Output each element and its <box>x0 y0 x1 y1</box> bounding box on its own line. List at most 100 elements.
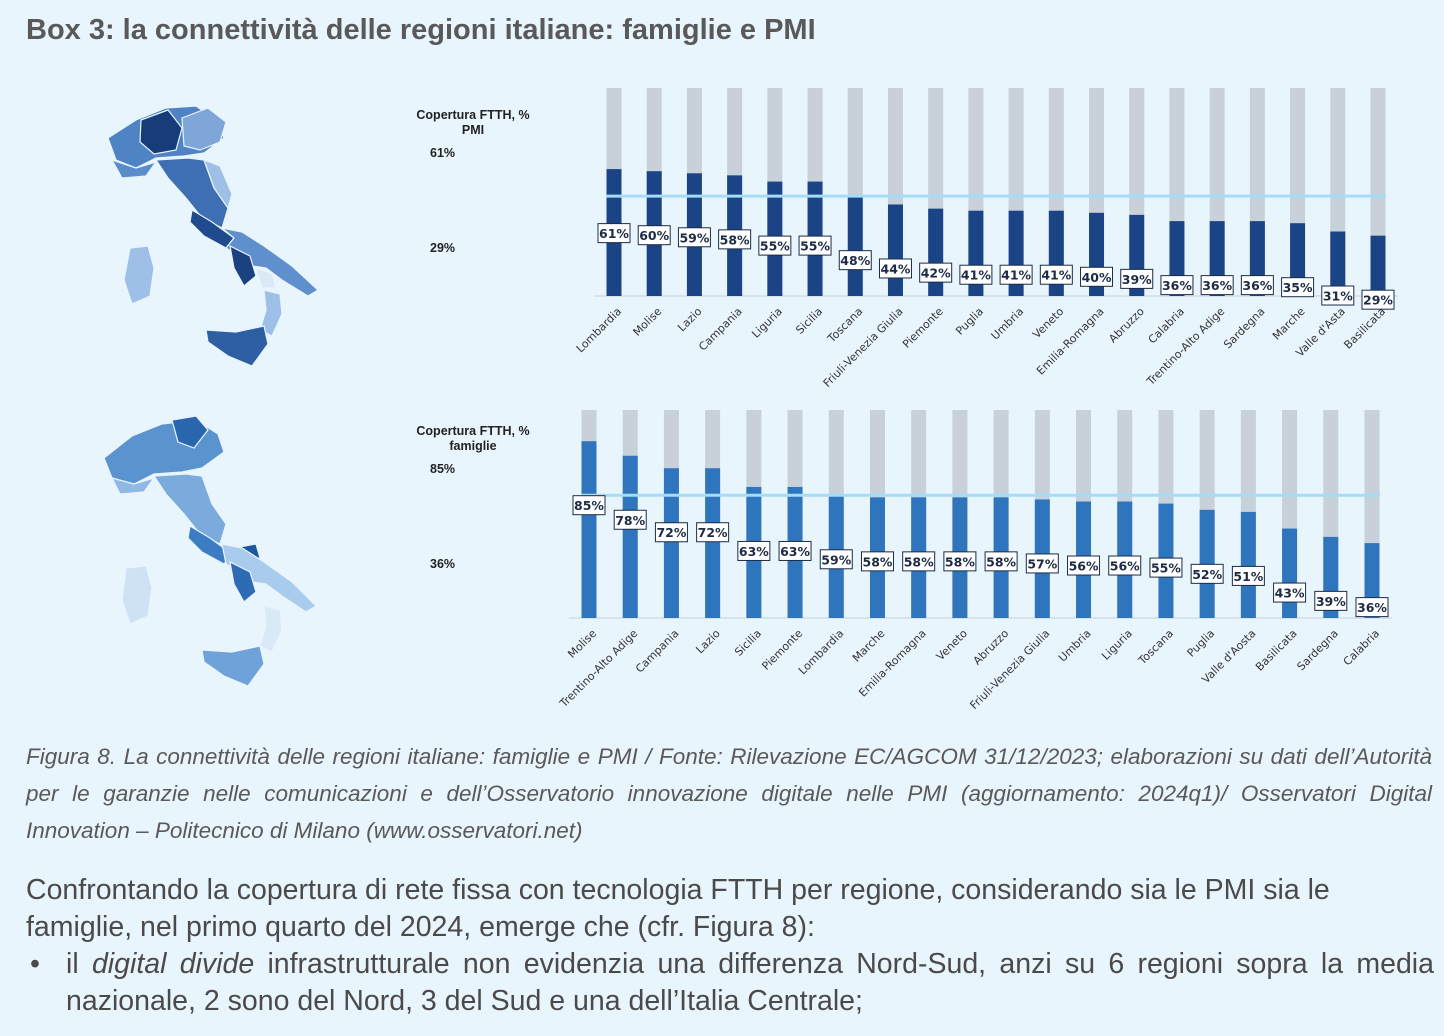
figure-panel: Copertura FTTH, % PMI 61% 29% Copertura … <box>0 70 1444 730</box>
map-region-northeast <box>181 107 227 151</box>
data-label-text: 63% <box>739 544 769 559</box>
data-label: 31% <box>1321 285 1355 306</box>
map-region-lazio <box>187 525 233 565</box>
data-label-text: 29% <box>1363 293 1393 308</box>
bar <box>887 204 903 296</box>
category-label: Puglia <box>953 305 986 338</box>
category-label: Marche <box>850 627 888 665</box>
data-label: 58% <box>902 551 936 572</box>
category-label: Toscana <box>825 305 866 346</box>
data-label: 36% <box>1200 275 1234 296</box>
bullet-emphasis: digital divide <box>91 948 255 980</box>
category-label: Molise <box>565 627 599 661</box>
chart-famiglie: 85% Molise 78% Trentino-Alto Adige 72% Campan… <box>557 410 1392 712</box>
data-label-text: 59% <box>679 230 709 245</box>
data-label-text: 78% <box>615 513 645 528</box>
data-label: 58% <box>718 229 752 250</box>
map-region-sicilia <box>201 645 265 687</box>
data-label-text: 36% <box>1242 278 1272 293</box>
category-label: Abruzzo <box>971 627 1012 668</box>
data-label-text: 56% <box>1110 559 1140 574</box>
category-label: Friuli-Venezia Giulia <box>821 305 906 390</box>
data-label: 85% <box>572 495 606 516</box>
data-label-text: 41% <box>1001 268 1031 283</box>
category-label: Basilicata <box>1253 627 1300 674</box>
legend-max-famiglie: 85% <box>430 462 456 476</box>
data-label-text: 85% <box>574 498 604 513</box>
data-label-text: 57% <box>1027 556 1057 571</box>
data-label-text: 42% <box>921 266 951 281</box>
data-label: 72% <box>654 522 688 543</box>
map-region-marche <box>203 158 233 210</box>
data-label: 56% <box>1108 555 1142 576</box>
figure-caption: Figura 8. La connettività delle regioni … <box>26 744 1432 843</box>
data-label-text: 58% <box>945 554 975 569</box>
map-region-sardegna <box>121 565 153 625</box>
data-label: 43% <box>1273 582 1307 603</box>
data-label-text: 58% <box>863 554 893 569</box>
data-label-text: 40% <box>1082 270 1112 285</box>
data-label: 60% <box>637 225 671 246</box>
data-label: 57% <box>1025 553 1059 574</box>
map-region-calabria <box>259 605 283 653</box>
map-region-center <box>152 473 227 545</box>
data-label-text: 58% <box>904 554 934 569</box>
legend-min-famiglie: 36% <box>430 557 456 571</box>
legend-max-pmi: 61% <box>430 146 456 160</box>
bar <box>1240 511 1256 618</box>
category-label: Trentino-Alto Adige <box>557 627 641 711</box>
bar <box>1282 528 1298 618</box>
data-label: 61% <box>597 223 631 244</box>
category-label: Umbria <box>989 305 1027 343</box>
category-label: Toscana <box>1135 627 1176 668</box>
data-label-text: 72% <box>656 525 686 540</box>
category-label: Friuli-Venezia Giulia <box>967 627 1052 712</box>
chart-pmi: 61% Lombardia 60% Molise 59% Lazio 58% Campania… <box>574 88 1398 390</box>
map-region-sardegna <box>123 245 155 305</box>
body-paragraph: Confrontando la copertura di rete fissa … <box>26 874 1330 943</box>
map-region-campania <box>229 560 257 603</box>
data-label-text: 31% <box>1323 289 1353 304</box>
bar <box>928 208 944 296</box>
map-region-sicilia <box>205 325 269 367</box>
data-label-text: 72% <box>698 525 728 540</box>
data-label: 72% <box>696 522 730 543</box>
data-label: 59% <box>819 549 853 570</box>
legend-min-pmi: 29% <box>430 241 456 255</box>
data-label: 44% <box>878 258 912 279</box>
data-label: 41% <box>959 264 993 285</box>
data-label-text: 39% <box>1122 272 1152 287</box>
data-label-text: 41% <box>1041 268 1071 283</box>
category-label: Piemonte <box>900 305 946 351</box>
data-label: 41% <box>1039 264 1073 285</box>
data-label-text: 43% <box>1275 586 1305 601</box>
data-label: 55% <box>798 235 832 256</box>
category-label: Sardegna <box>1295 627 1341 673</box>
data-label: 55% <box>758 235 792 256</box>
bar <box>847 196 863 296</box>
data-label-text: 36% <box>1357 600 1387 615</box>
bullet-text: il digital divide infrastrutturale non e… <box>66 946 1434 1020</box>
category-label: Sicilia <box>793 305 825 337</box>
data-label-text: 51% <box>1233 569 1263 584</box>
data-label: 78% <box>613 509 647 530</box>
data-label: 51% <box>1231 565 1265 586</box>
bar <box>705 468 721 618</box>
map-italy-famiglie <box>103 415 317 687</box>
category-label: Puglia <box>1185 627 1218 660</box>
data-label: 48% <box>838 250 872 271</box>
data-label-text: 35% <box>1283 280 1313 295</box>
data-label: 58% <box>943 551 977 572</box>
category-label: Calabria <box>1146 305 1187 346</box>
map-region-basilicata <box>255 267 277 289</box>
category-label: Lazio <box>675 305 704 334</box>
data-label-text: 61% <box>599 226 629 241</box>
data-label: 63% <box>737 540 771 561</box>
data-label-text: 36% <box>1162 278 1192 293</box>
map-region-calabria <box>259 289 283 337</box>
map-region-center <box>154 157 229 229</box>
category-label: Veneto <box>934 627 970 663</box>
category-label: Umbria <box>1056 627 1094 665</box>
box-title: Box 3: la connettività delle regioni ita… <box>26 14 816 46</box>
map-region-liguria <box>110 476 156 495</box>
